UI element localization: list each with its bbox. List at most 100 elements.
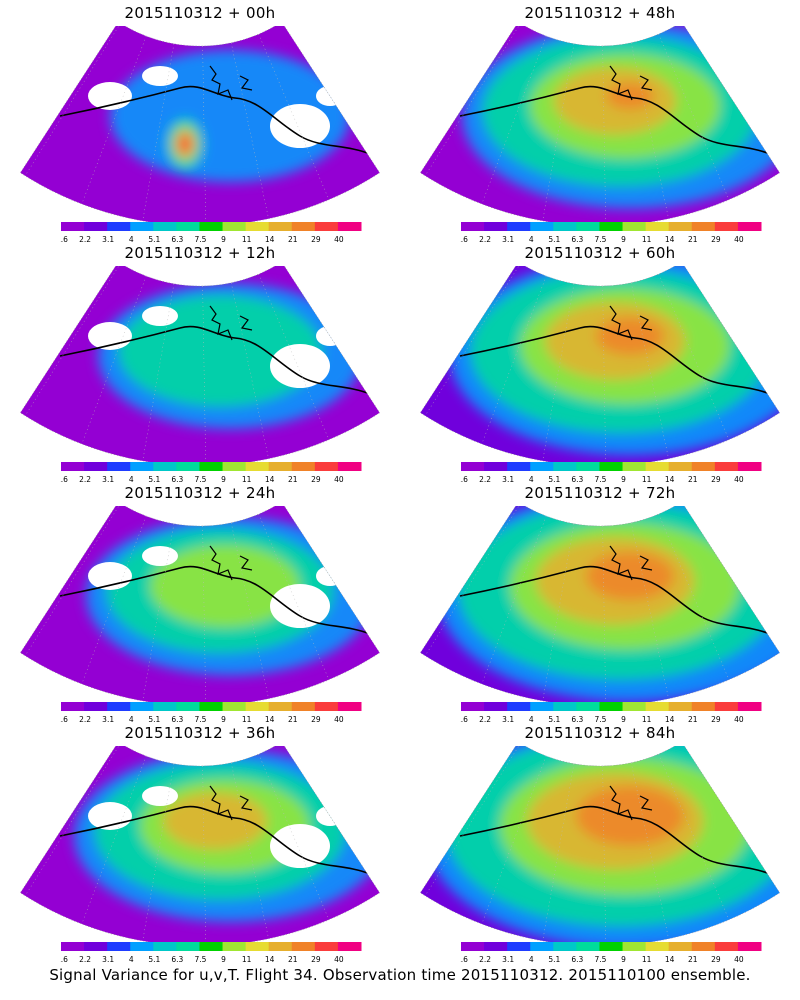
colorbar-label: 11 <box>642 955 652 964</box>
panel-title: 2015110312 + 84h <box>524 724 676 742</box>
coastline-islands <box>209 305 253 341</box>
colorbar-label: 14 <box>665 475 675 484</box>
colorbar-swatch <box>245 222 270 231</box>
colorbar-label: 2.2 <box>479 475 491 484</box>
colorbar-swatch <box>622 702 647 711</box>
colorbar-swatch <box>268 462 293 471</box>
variance-map <box>19 26 381 222</box>
colorbar-swatch <box>84 942 108 951</box>
colorbar-swatch <box>291 942 316 951</box>
colorbar-label: 29 <box>711 955 721 964</box>
variance-hotspot <box>179 135 191 153</box>
colorbar-swatch <box>337 222 362 231</box>
colorbar-label: 21 <box>688 955 698 964</box>
colorbar-label: 9 <box>221 475 226 484</box>
colorbar-label: 1.6 <box>460 235 468 244</box>
colorbar-label: 1.6 <box>60 235 68 244</box>
colorbar-label: 2.2 <box>479 955 491 964</box>
colorbar-label: 11 <box>642 715 652 724</box>
colorbar-swatch <box>737 702 762 711</box>
colorbar-swatch <box>507 942 531 951</box>
colorbar-label: 4 <box>529 715 534 724</box>
colorbar-swatch <box>245 942 270 951</box>
colorbar-label: 6.3 <box>171 715 183 724</box>
colorbar-label: 2.2 <box>79 475 91 484</box>
variance-map <box>419 266 781 462</box>
colorbar-label: 21 <box>288 955 298 964</box>
colorbar-label: 14 <box>265 955 275 964</box>
colorbar-label: 11 <box>642 235 652 244</box>
colorbar-label: 14 <box>265 475 275 484</box>
missing-data-region <box>716 806 744 826</box>
variance-map <box>19 266 381 462</box>
colorbar-label: 14 <box>265 235 275 244</box>
colorbar-label: 21 <box>688 235 698 244</box>
coastline <box>459 805 771 875</box>
colorbar-swatch <box>507 222 531 231</box>
missing-data-region <box>670 584 730 628</box>
colorbar-swatch <box>530 942 554 951</box>
colorbar-swatch <box>222 222 247 231</box>
map-graticule <box>419 746 781 942</box>
colorbar: 1.6 2.2 3.1 4 5.1 6.3 7.5 9 11 14 21 29 40 <box>60 462 362 484</box>
variance-map <box>419 746 781 942</box>
colorbar-label: 4 <box>529 955 534 964</box>
coastline <box>459 85 771 155</box>
colorbar-swatch <box>484 222 508 231</box>
colorbar-label: 40 <box>334 475 344 484</box>
colorbar-label: 21 <box>288 235 298 244</box>
colorbar-label: 40 <box>334 235 344 244</box>
colorbar-swatch <box>130 702 154 711</box>
map-graticule <box>19 506 381 702</box>
colorbar-swatch <box>576 462 600 471</box>
colorbar-label: 6.3 <box>571 475 583 484</box>
colorbar-swatch <box>599 702 624 711</box>
colorbar-swatch <box>268 702 293 711</box>
colorbar-swatch <box>530 702 554 711</box>
colorbar-label: 1.6 <box>60 715 68 724</box>
colorbar-swatch <box>576 702 600 711</box>
colorbar-swatch <box>130 222 154 231</box>
colorbar-label: 5.1 <box>148 955 160 964</box>
colorbar-label: 5.1 <box>148 715 160 724</box>
missing-data-region <box>270 824 330 868</box>
panel-title: 2015110312 + 36h <box>124 724 276 742</box>
colorbar-label: 1.6 <box>460 715 468 724</box>
colorbar-label: 2.2 <box>79 235 91 244</box>
colorbar-label: 11 <box>242 955 252 964</box>
map-panel: 2015110312 + 12h 1.6 2.2 3.1 4 5.1 6.3 7.5 9 11 14… <box>0 240 400 485</box>
colorbar-swatch <box>622 462 647 471</box>
panel-title: 2015110312 + 72h <box>524 484 676 502</box>
colorbar-swatch <box>107 942 131 951</box>
colorbar-swatch <box>668 462 693 471</box>
colorbar-swatch <box>461 942 485 951</box>
colorbar-swatch <box>691 462 716 471</box>
coastline <box>459 565 771 635</box>
colorbar-label: 6.3 <box>171 475 183 484</box>
colorbar-swatch <box>153 702 177 711</box>
colorbar-swatch <box>668 702 693 711</box>
colorbar-label: 2.2 <box>479 235 491 244</box>
colorbar-swatch <box>291 222 316 231</box>
colorbar-swatch <box>268 942 293 951</box>
colorbar: 1.6 2.2 3.1 4 5.1 6.3 7.5 9 11 14 21 29 40 <box>460 462 762 484</box>
colorbar-label: 3.1 <box>102 475 114 484</box>
colorbar-label: 21 <box>288 715 298 724</box>
map-graticule <box>19 746 381 942</box>
colorbar-label: 11 <box>242 475 252 484</box>
colorbar-label: 9 <box>221 235 226 244</box>
coastline <box>59 565 371 635</box>
colorbar-swatch <box>84 462 108 471</box>
colorbar-swatch <box>530 462 554 471</box>
colorbar-label: 2.2 <box>79 955 91 964</box>
colorbar-swatch <box>176 462 200 471</box>
colorbar-swatch <box>61 462 85 471</box>
colorbar-swatch <box>245 702 270 711</box>
colorbar-swatch <box>553 462 577 471</box>
colorbar-label: 29 <box>711 235 721 244</box>
colorbar-swatch <box>645 462 670 471</box>
colorbar-label: 3.1 <box>502 955 514 964</box>
variance-map <box>419 26 781 222</box>
colorbar-label: 6.3 <box>171 235 183 244</box>
colorbar-label: 3.1 <box>502 235 514 244</box>
